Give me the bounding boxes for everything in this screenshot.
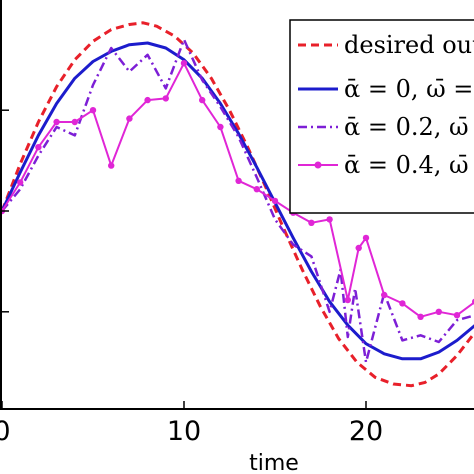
series-3-point-23 [399, 300, 406, 307]
series-3-point-18 [326, 216, 333, 223]
series-3-point-10 [180, 60, 188, 67]
series-3-point-3 [53, 118, 60, 126]
series-line-1 [0, 41, 474, 361]
series-3-point-20 [355, 244, 362, 252]
series-line-0 [0, 21, 474, 388]
series-3-point-11 [199, 96, 206, 104]
legend-label-alpha-0: ᾱ = 0, ω̄ = [344, 75, 473, 103]
series-3-point-8 [144, 96, 151, 104]
series-3-point-2 [35, 144, 42, 151]
series-3-point-13 [235, 177, 242, 184]
series-3-point-12 [217, 123, 224, 131]
series-3-point-25 [435, 308, 442, 315]
x-axis-title: time [249, 451, 299, 474]
series-3-point-17 [308, 219, 315, 226]
series-3-point-22 [381, 291, 388, 299]
series-3-point-21 [362, 234, 370, 242]
legend-label-alpha-0.2: ᾱ = 0.2, ω̄ = [344, 113, 474, 141]
series-layer [0, 21, 474, 388]
legend-box [289, 19, 474, 214]
series-line-2 [1, 38, 474, 364]
legend-marker-alpha-0.4 [314, 161, 322, 169]
series-3-point-4 [71, 118, 79, 126]
ticks-layer [1, 109, 367, 409]
series-3-point-5 [89, 107, 97, 114]
series-3-point-26 [453, 312, 461, 319]
series-3-point-7 [126, 115, 133, 122]
legend-label-alpha-0.4: ᾱ = 0.4, ω̄ = [344, 151, 474, 179]
series-3-point-19 [344, 296, 351, 304]
series-3-point-15 [271, 197, 279, 205]
series-3-point-24 [417, 313, 424, 320]
x-tick-label-20: 20 [349, 416, 383, 447]
legend-label-desired-out: desired out [344, 31, 474, 59]
series-3-point-14 [253, 186, 260, 193]
x-tick-label-0: 0 [0, 416, 11, 447]
x-tick-label-10: 10 [167, 416, 201, 447]
legend: desired out ᾱ = 0, ω̄ = ᾱ = 0.2, ω̄ = ᾱ … [289, 19, 474, 214]
series-3-point-9 [162, 95, 169, 102]
series-3-point-1 [17, 179, 24, 186]
series-3-point-6 [108, 162, 115, 169]
